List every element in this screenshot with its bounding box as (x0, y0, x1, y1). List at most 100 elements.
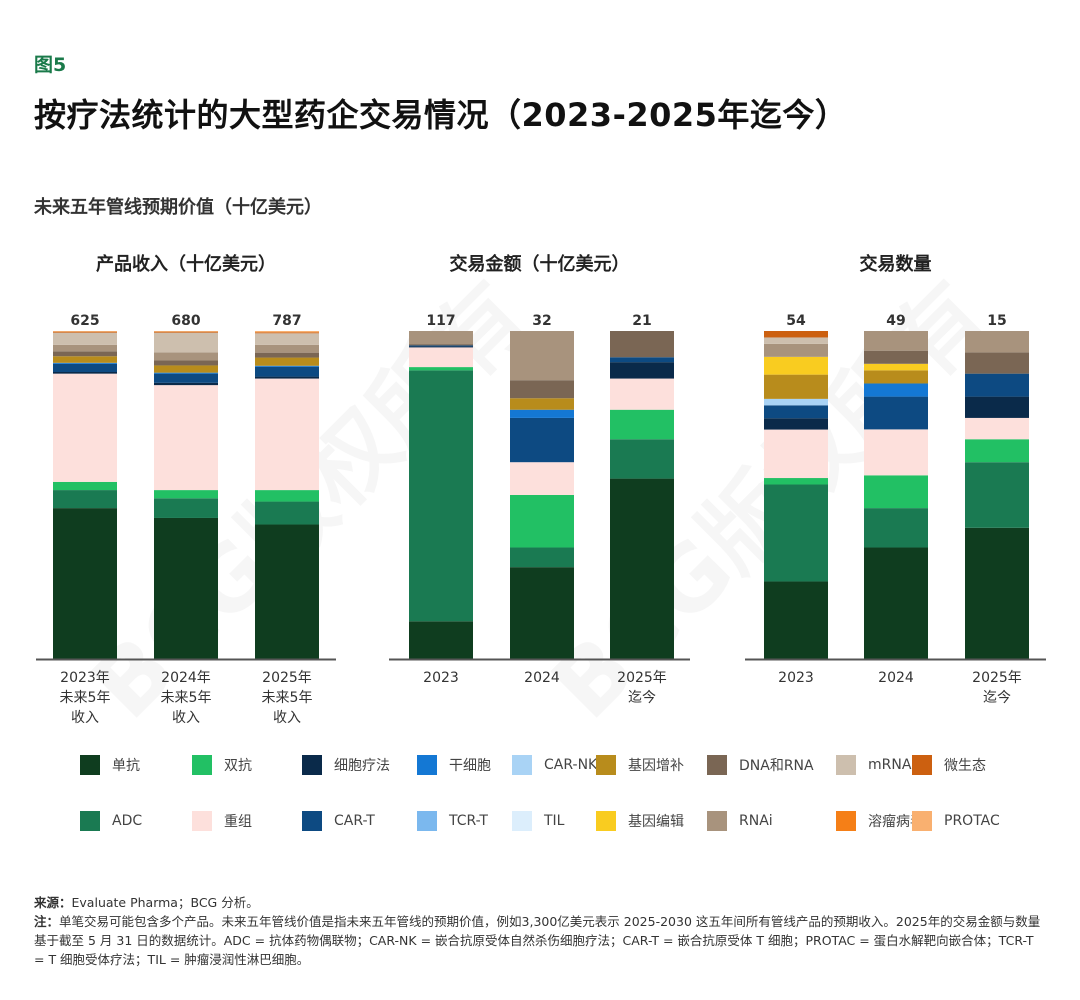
bar-segment-重组 (255, 378, 319, 491)
bar-segment-单抗 (610, 478, 674, 659)
bar-segment-单抗 (409, 621, 473, 659)
legend-item: DNA和RNA (707, 755, 814, 775)
x-tick-label: 2025年 (617, 670, 667, 686)
bar-segment-DNA和RNA (864, 350, 928, 364)
bar-segment-ADC (764, 484, 828, 582)
x-tick-label: 收入 (172, 710, 200, 726)
bar-segment-CAR-T (409, 345, 473, 347)
x-tick-label: 迄今 (628, 690, 656, 706)
legend-item: TCR-T (417, 811, 488, 831)
bar-segment-mRNA (53, 332, 117, 345)
x-tick-label: 2024 (878, 670, 914, 686)
legend-item: 细胞疗法 (302, 755, 390, 775)
x-tick-label: 2023 (423, 670, 459, 686)
legend-item: 双抗 (192, 755, 252, 775)
legend-label: mRNA (868, 757, 912, 773)
bar-segment-DNA和RNA (965, 352, 1029, 374)
legend-label: CAR-T (334, 813, 375, 829)
bar-segment-RNAi (965, 331, 1029, 353)
legend-swatch (596, 755, 616, 775)
x-tick-label: 2023年 (60, 670, 110, 686)
bar-segment-ADC (409, 370, 473, 622)
bar-segment-PROTAC (53, 331, 117, 332)
x-tick-label: 2025年 (972, 670, 1022, 686)
bar-segment-基因编辑 (864, 363, 928, 371)
bar-segment-重组 (610, 378, 674, 410)
bar-segment-重组 (965, 417, 1029, 440)
bar-segment-双抗 (965, 439, 1029, 463)
bar-segment-mRNA (255, 333, 319, 345)
bar-total-label: 49 (886, 313, 905, 329)
legend-swatch (596, 811, 616, 831)
bar-segment-RNAi (255, 344, 319, 353)
bar-segment-干细胞 (864, 383, 928, 397)
bar-segment-CAR-T (965, 373, 1029, 397)
legend-swatch (302, 755, 322, 775)
bar-segment-DNA和RNA (154, 360, 218, 366)
bar-segment-双抗 (864, 475, 928, 509)
bar-segment-细胞疗法 (965, 396, 1029, 418)
bar-segment-基因增补 (154, 365, 218, 373)
bar-segment-CAR-T (510, 417, 574, 463)
bar-segment-重组 (154, 385, 218, 491)
bar-segment-DNA和RNA (510, 380, 574, 399)
bar-total-label: 625 (70, 313, 99, 329)
bar-segment-重组 (409, 347, 473, 368)
bar-segment-PROTAC (255, 331, 319, 333)
bar-segment-双抗 (510, 495, 574, 548)
bar-segment-干细胞 (255, 365, 319, 367)
bar-segment-ADC (965, 462, 1029, 528)
bar-segment-双抗 (255, 490, 319, 502)
x-tick-label: 收入 (273, 710, 301, 726)
legend-swatch (80, 755, 100, 775)
note-label: 注： (34, 914, 60, 929)
bar-segment-RNAi (764, 343, 828, 357)
bar-segment-ADC (610, 439, 674, 479)
bar-segment-干细胞 (53, 362, 117, 364)
bar-segment-微生态 (53, 331, 117, 333)
legend-swatch (417, 755, 437, 775)
legend-swatch (80, 811, 100, 831)
x-tick-label: 收入 (71, 710, 99, 726)
x-tick-label: 2023 (778, 670, 814, 686)
source-text: Evaluate Pharma；BCG 分析。 (71, 895, 259, 910)
bar-segment-CAR-T (610, 357, 674, 363)
chart-title: 交易数量 (860, 253, 932, 275)
legend-swatch (512, 811, 532, 831)
bar-segment-双抗 (610, 409, 674, 440)
legend-swatch (836, 755, 856, 775)
bar-segment-RNAi (53, 344, 117, 352)
bar-segment-CAR-T (53, 363, 117, 372)
bar-segment-双抗 (53, 481, 117, 491)
bar-total-label: 680 (171, 313, 200, 329)
bar-segment-RNAi (864, 331, 928, 351)
legend-item: 溶瘤病毒 (836, 811, 924, 831)
legend-item: mRNA (836, 755, 911, 775)
chart-subtitle: 未来五年管线预期价值（十亿美元） (34, 197, 322, 218)
x-tick-label: 2024年 (161, 670, 211, 686)
legend-label: 基因增补 (628, 758, 684, 774)
bar-segment-RNAi (510, 331, 574, 381)
bar-segment-双抗 (409, 367, 473, 371)
legend-item: CAR-T (302, 811, 375, 831)
legend-label: 双抗 (224, 758, 252, 774)
bar-segment-DNA和RNA (409, 344, 473, 346)
bar-segment-PROTAC (154, 331, 218, 332)
source-line: 来源：Evaluate Pharma；BCG 分析。 (34, 893, 1044, 912)
bar-segment-细胞疗法 (154, 382, 218, 386)
legend-item: 基因增补 (596, 755, 684, 775)
legend-label: ADC (112, 813, 143, 829)
bar-segment-单抗 (154, 517, 218, 659)
legend-swatch (912, 811, 932, 831)
legend-item: TIL (512, 811, 564, 831)
bar-total-label: 117 (426, 313, 455, 329)
bar-segment-重组 (53, 373, 117, 482)
source-label: 来源： (34, 895, 72, 910)
legend-swatch (302, 811, 322, 831)
bar-segment-重组 (764, 429, 828, 479)
bar-segment-单抗 (510, 567, 574, 659)
bar-segment-DNA和RNA (255, 352, 319, 358)
legend-label: 重组 (224, 814, 252, 830)
bar-segment-微生态 (154, 331, 218, 333)
bar-segment-双抗 (764, 478, 828, 485)
